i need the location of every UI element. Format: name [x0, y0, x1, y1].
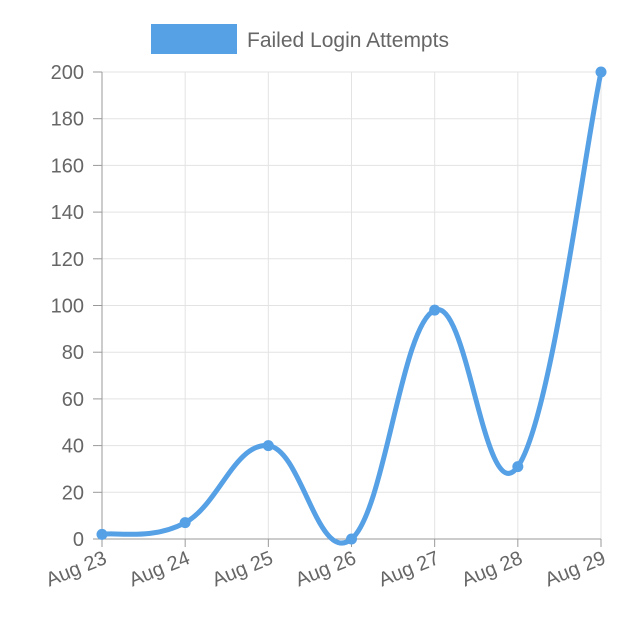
x-tick-label-aug-27: Aug 27	[376, 547, 443, 591]
y-tick-label-160: 160	[51, 155, 84, 177]
y-tick-label-140: 140	[51, 202, 84, 224]
y-axis-tick-labels: 0 20 40 60 80 100 120 140 160 180 200	[51, 62, 84, 551]
grid	[102, 71, 602, 539]
data-point-aug-27[interactable]	[429, 304, 441, 316]
series-failed-login-attempts	[96, 66, 607, 546]
data-point-aug-24[interactable]	[179, 517, 191, 529]
y-tick-label-20: 20	[62, 482, 84, 504]
x-tick-label-aug-23: Aug 23	[43, 547, 110, 591]
x-tick-label-aug-29: Aug 29	[542, 547, 609, 591]
series-line-failed-login-attempts	[99, 69, 604, 546]
x-tick-label-aug-25: Aug 25	[209, 547, 276, 591]
legend-label-failed-login-attempts[interactable]: Failed Login Attempts	[247, 29, 449, 52]
y-tick-label-40: 40	[62, 436, 84, 458]
legend-swatch[interactable]	[151, 24, 237, 54]
y-tick-label-60: 60	[62, 389, 84, 411]
x-tick-label-aug-26: Aug 26	[292, 547, 359, 591]
x-tick-label-aug-24: Aug 24	[126, 547, 193, 591]
data-point-aug-29[interactable]	[595, 66, 607, 78]
axes	[93, 71, 602, 547]
y-tick-label-100: 100	[51, 296, 84, 318]
y-tick-label-0: 0	[73, 529, 84, 551]
data-point-aug-25[interactable]	[262, 440, 274, 452]
y-tick-label-120: 120	[51, 249, 84, 271]
y-tick-label-80: 80	[62, 342, 84, 364]
y-tick-label-200: 200	[51, 62, 84, 84]
legend[interactable]: Failed Login Attempts	[151, 24, 449, 54]
data-point-aug-26[interactable]	[346, 533, 357, 545]
x-tick-label-aug-28: Aug 28	[459, 547, 526, 591]
data-point-aug-23[interactable]	[96, 528, 108, 540]
x-axis-tick-labels: Aug 23 Aug 24 Aug 25 Aug 26 Aug 27 Aug 28 Aug …	[43, 547, 609, 591]
data-point-aug-28[interactable]	[512, 461, 524, 473]
y-tick-label-180: 180	[51, 109, 84, 131]
